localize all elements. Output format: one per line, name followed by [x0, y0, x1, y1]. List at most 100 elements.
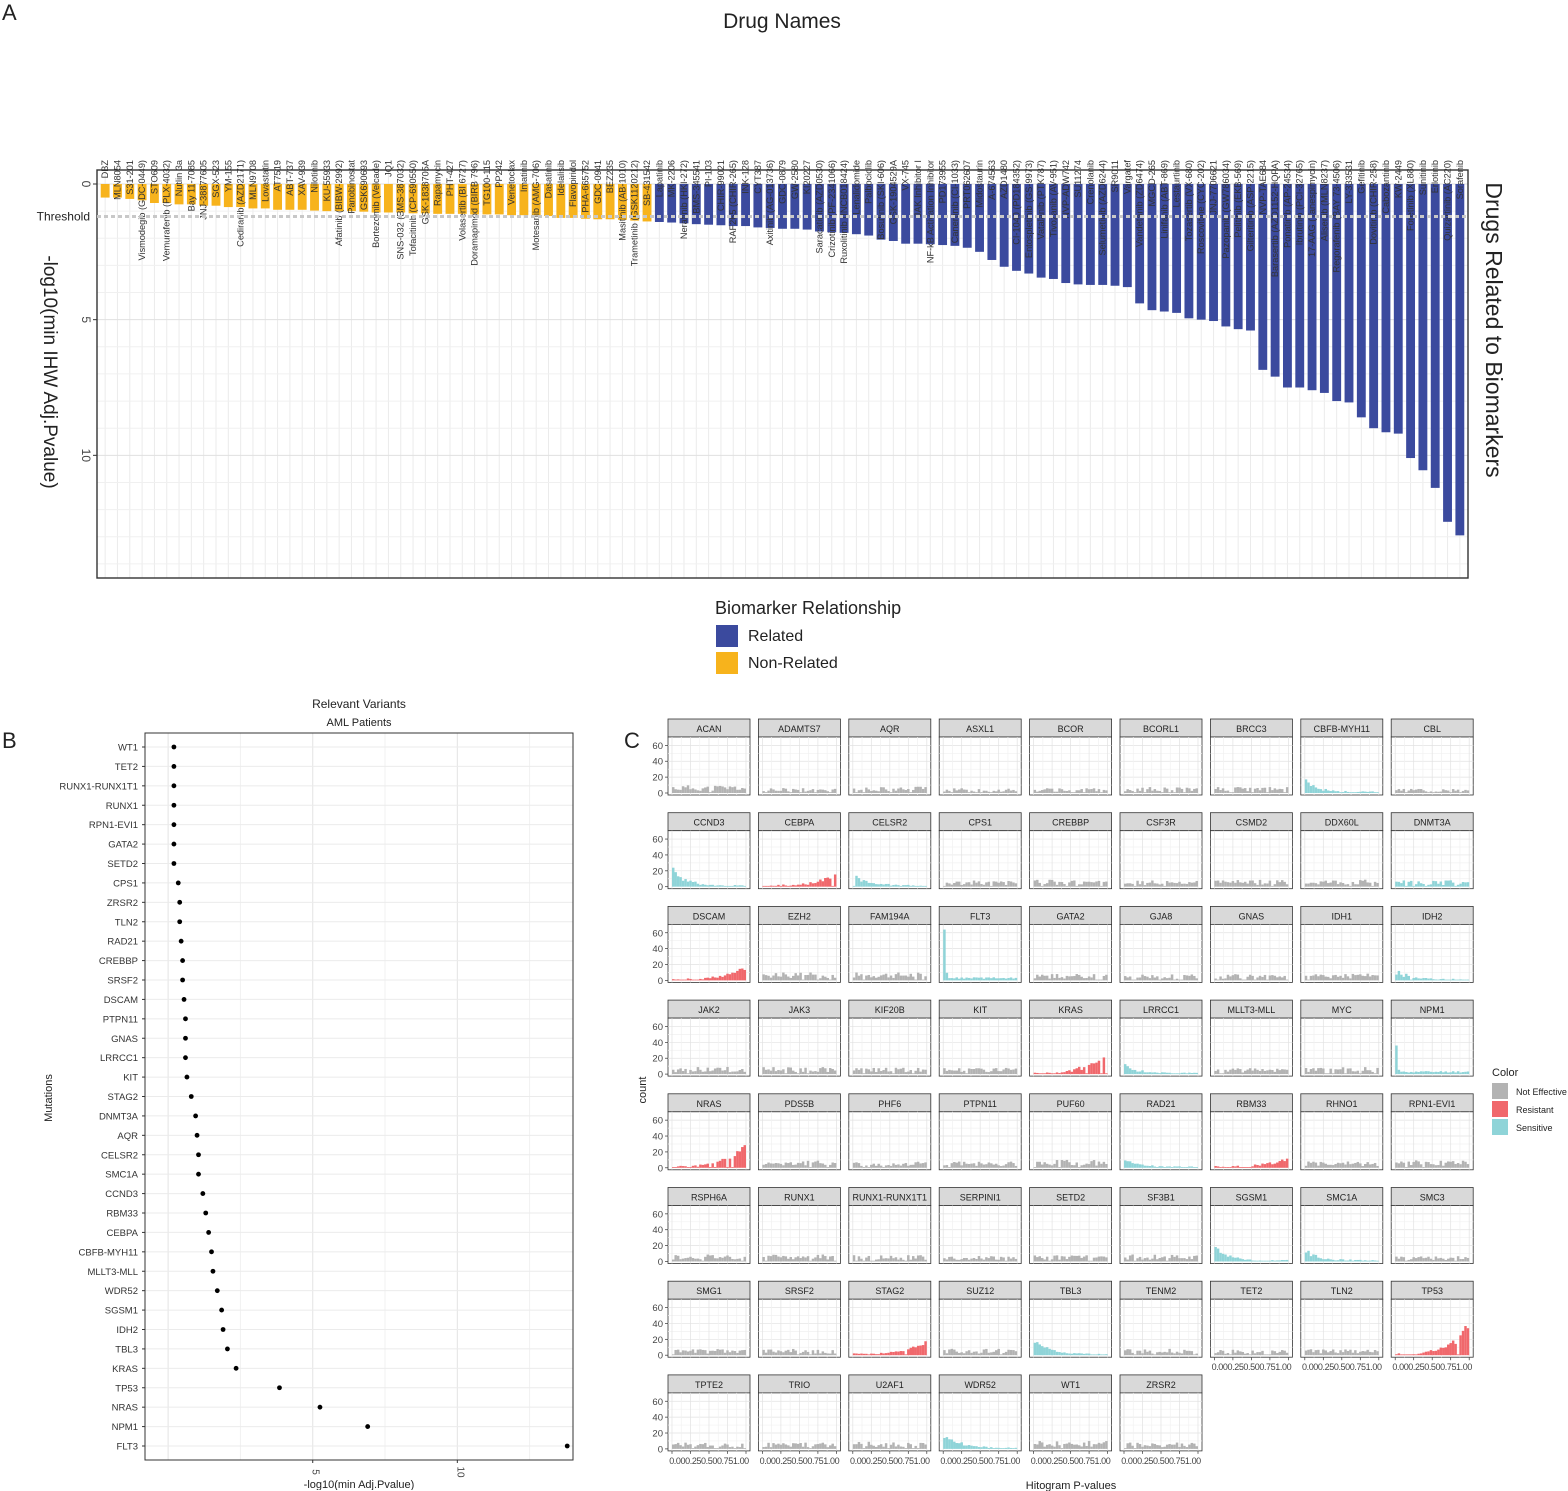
histogram-bar — [733, 885, 737, 887]
histogram-bar — [1419, 1071, 1423, 1075]
histogram-bar — [995, 1068, 998, 1075]
histogram-bar — [794, 885, 797, 887]
histogram-bar — [1271, 975, 1274, 981]
y-axis-label-a: -log10(min IHW Adj.Pvalue) — [39, 255, 60, 488]
bar — [864, 184, 874, 236]
histogram-bar — [1038, 1256, 1041, 1262]
histogram-bar — [855, 1260, 858, 1262]
histogram-bar — [1180, 1443, 1184, 1449]
histogram-bar — [1253, 1260, 1257, 1262]
histogram-bar — [902, 1259, 905, 1262]
histogram-bar — [713, 1258, 717, 1262]
bar — [322, 184, 332, 212]
histogram-bar — [875, 977, 878, 981]
histogram-bar — [801, 1256, 805, 1262]
drug-tick-label: GW-2580 — [790, 160, 800, 199]
histogram-bar — [831, 1068, 834, 1075]
histogram-bar — [975, 1165, 978, 1168]
histogram-bar — [1281, 1350, 1284, 1356]
histogram-bar — [1080, 1353, 1083, 1356]
histogram-bar — [882, 1446, 885, 1449]
histogram-bar — [884, 1258, 888, 1262]
histogram-bar — [769, 1447, 773, 1449]
histogram-bar — [919, 973, 922, 981]
facet-gene-label: MLLT3-MLL — [1227, 1005, 1275, 1015]
histogram-bar — [1073, 792, 1076, 793]
histogram-bar — [916, 1161, 920, 1168]
drug-tick-label: KU-55933 — [322, 160, 332, 201]
histogram-bar — [784, 1350, 788, 1356]
histogram-bar — [728, 1447, 732, 1449]
histogram-bar — [1141, 881, 1144, 887]
histogram-bar — [1165, 1260, 1169, 1262]
histogram-bar — [902, 1446, 905, 1449]
histogram-bar — [674, 1072, 677, 1075]
histogram-bar — [1456, 884, 1460, 887]
histogram-bar — [948, 883, 951, 887]
y-tick-label: 0 — [658, 976, 663, 987]
histogram-bar — [943, 1437, 946, 1449]
histogram-bar — [1366, 1070, 1369, 1075]
histogram-bar — [1165, 1352, 1169, 1356]
histogram-bar — [1229, 1069, 1232, 1075]
histogram-bar — [1163, 1256, 1166, 1262]
legend-swatch-c — [1492, 1083, 1508, 1099]
histogram-bar — [674, 872, 677, 887]
histogram-bar — [1105, 881, 1108, 887]
histogram-bar — [1090, 789, 1093, 793]
histogram-bar — [1038, 1441, 1041, 1449]
histogram-bar — [975, 1068, 978, 1075]
histogram-bar — [1322, 790, 1325, 793]
histogram-bar — [1053, 1255, 1056, 1262]
drug-tick-label: GSK-1904529A — [888, 159, 898, 224]
histogram-bar — [1146, 1072, 1149, 1075]
histogram-bar — [1424, 1257, 1428, 1262]
histogram-bar — [999, 791, 1003, 793]
histogram-bar — [872, 1445, 875, 1449]
histogram-bar — [1141, 974, 1144, 981]
histogram-bar — [709, 1071, 712, 1075]
histogram-bar — [691, 979, 695, 981]
histogram-bar — [1368, 882, 1372, 887]
bar — [1147, 184, 1157, 311]
histogram-bar — [1397, 1353, 1401, 1356]
histogram-bar — [762, 1447, 765, 1449]
histogram-bar — [1105, 974, 1108, 981]
variant-dot — [209, 1249, 214, 1255]
mutation-label: DSCAM — [104, 995, 138, 1006]
histogram-bar — [904, 1448, 908, 1449]
histogram-bar — [831, 974, 834, 981]
histogram-bar — [855, 1068, 858, 1075]
histogram-bar — [962, 789, 966, 793]
bar — [260, 184, 270, 209]
drug-tick-label: Vatalanib (PTK787) — [1036, 160, 1046, 240]
histogram-bar — [686, 1444, 690, 1449]
histogram-bar — [826, 791, 829, 793]
histogram-bar — [867, 1167, 871, 1168]
histogram-bar — [711, 1255, 714, 1262]
histogram-bar — [811, 789, 815, 793]
histogram-bar — [679, 1165, 682, 1168]
histogram-bar — [694, 979, 697, 981]
histogram-bar — [684, 1442, 687, 1449]
histogram-bar — [855, 1444, 858, 1449]
histogram-bar — [1043, 1259, 1046, 1262]
bar — [544, 184, 553, 217]
facet-gene-label: TPTE2 — [695, 1380, 723, 1390]
histogram-bar — [1146, 1257, 1149, 1262]
histogram-bar — [774, 790, 778, 793]
histogram-bar — [1188, 1072, 1191, 1075]
drug-tick-label: MGCD-265 — [1147, 160, 1157, 206]
histogram-bar — [691, 1349, 695, 1356]
histogram-bar — [774, 1352, 778, 1356]
histogram-bar — [916, 885, 920, 887]
histogram-bar — [706, 786, 709, 793]
histogram-bar — [1075, 885, 1078, 887]
histogram-bar — [852, 885, 856, 887]
histogram-bar — [948, 1256, 951, 1262]
histogram-bar — [726, 1255, 729, 1262]
histogram-bar — [990, 1163, 993, 1168]
histogram-bar — [960, 788, 963, 793]
histogram-bar — [787, 1258, 790, 1262]
histogram-bar — [1058, 1445, 1061, 1449]
